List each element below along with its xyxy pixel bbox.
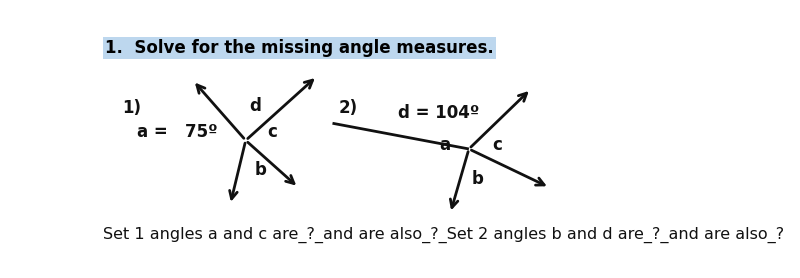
Text: c: c xyxy=(493,136,502,154)
Text: b: b xyxy=(255,161,267,179)
Text: Set 1 angles a and c are_?_and are also_?_Set 2 angles b and d are_?_and are als: Set 1 angles a and c are_?_and are also_… xyxy=(103,227,784,243)
Text: a: a xyxy=(439,136,450,154)
Text: 2): 2) xyxy=(338,99,358,117)
Text: b: b xyxy=(472,170,484,188)
Text: d = 104º: d = 104º xyxy=(398,104,479,121)
Text: 1.  Solve for the missing angle measures.: 1. Solve for the missing angle measures. xyxy=(105,39,494,57)
Text: 1): 1) xyxy=(122,99,141,117)
Text: a =   75º: a = 75º xyxy=(138,123,218,141)
Text: d: d xyxy=(249,97,261,115)
Text: c: c xyxy=(267,123,278,141)
